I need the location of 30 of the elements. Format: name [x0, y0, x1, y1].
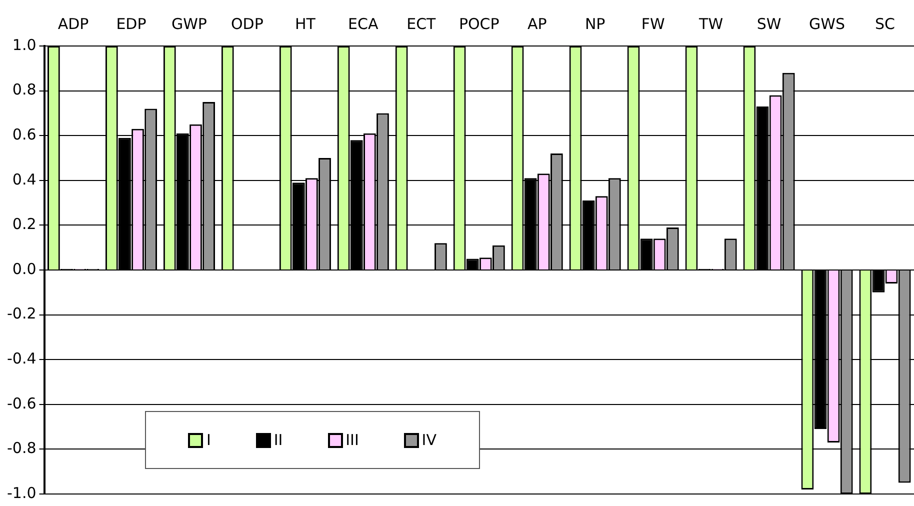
legend-label: IV	[422, 431, 436, 449]
y-tick-label: -0.6	[6, 394, 36, 412]
y-tick-label: -1.0	[6, 484, 36, 502]
x-tick-label: HT	[294, 14, 316, 33]
x-tick-label: TW	[698, 14, 724, 33]
x-tick-label: POCP	[458, 14, 500, 33]
x-tick-label: NP	[584, 14, 606, 33]
y-tick-label: 0.6	[12, 125, 36, 144]
y-tick-label: 0.2	[12, 215, 36, 234]
x-tick-label: GWS	[809, 14, 846, 33]
x-tick-label: ADP	[58, 14, 89, 33]
x-tick-label: GWP	[171, 14, 207, 33]
y-tick-label: -0.2	[6, 304, 36, 323]
y-tick-label: -0.8	[6, 439, 36, 458]
legend-label: I	[206, 431, 211, 449]
x-tick-label: EDP	[116, 14, 146, 33]
x-tick-label: AP	[527, 14, 547, 33]
y-tick-label: 1.0	[12, 36, 36, 54]
y-tick-label: 0.4	[12, 170, 36, 188]
x-tick-label: ECA	[348, 14, 380, 33]
x-tick-label: SC	[875, 14, 896, 33]
y-tick-label: -0.4	[6, 349, 36, 368]
x-tick-label: ODP	[231, 14, 264, 33]
x-tick-label: SW	[756, 14, 782, 33]
y-tick-label: 0.0	[12, 260, 36, 278]
y-tick-label: 0.8	[12, 80, 36, 99]
legend-label: III	[346, 431, 359, 449]
x-tick-label: ECT	[406, 14, 437, 33]
x-tick-label: FW	[641, 14, 665, 33]
legend-label: II	[274, 431, 283, 449]
